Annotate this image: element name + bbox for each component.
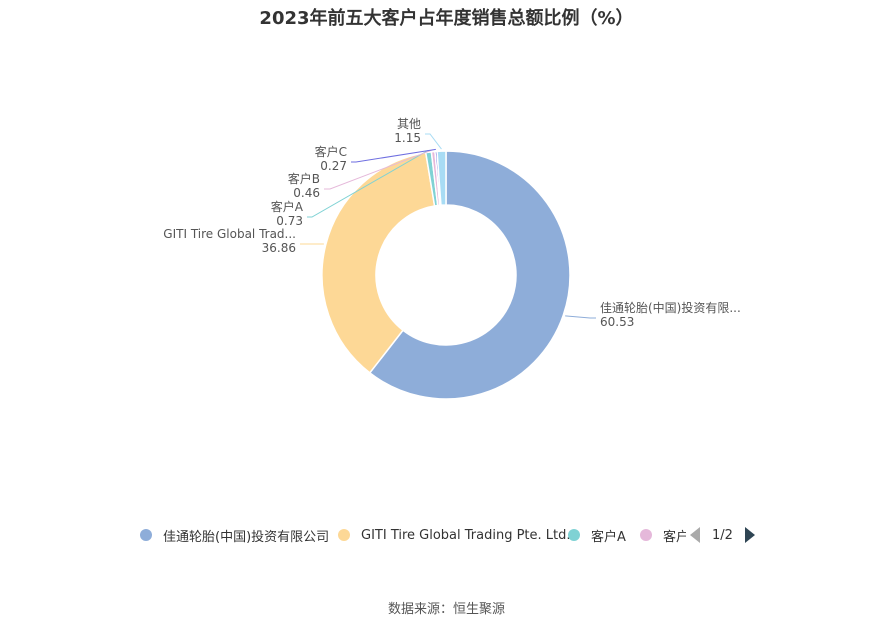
leader-line-4 (351, 148, 436, 163)
legend-page-indicator: 1/2 (712, 527, 733, 543)
leader-line-3 (324, 149, 434, 190)
legend-pager: 1/2 (690, 524, 755, 546)
legend-dot-0 (140, 529, 152, 541)
slice-label-5: 其他 (397, 117, 421, 131)
slice-value-5: 1.15 (394, 131, 421, 145)
legend-label-3: 客户B (663, 529, 686, 545)
slice-value-3: 0.46 (293, 186, 320, 200)
slice-value-1: 36.86 (262, 241, 296, 255)
slice-value-4: 0.27 (320, 159, 347, 173)
legend-item-2[interactable]: 客户A (568, 524, 626, 546)
data-source: 数据来源：恒生聚源 (387, 602, 505, 617)
legend-prev-icon[interactable] (690, 527, 700, 543)
legend-dot-3 (640, 529, 652, 541)
slice-value-0: 60.53 (600, 315, 634, 329)
slice-5[interactable] (436, 150, 447, 206)
slice-0[interactable] (368, 150, 571, 400)
legend-label-1: GITI Tire Global Trading Pte. Ltd. (361, 527, 571, 543)
legend-label-2: 客户A (591, 529, 626, 545)
slice-label-2: 客户A (271, 199, 304, 214)
legend-label-0: 佳通轮胎(中国)投资有限公司 (163, 529, 330, 545)
slice-value-2: 0.73 (276, 214, 303, 228)
leader-line-5 (425, 133, 442, 150)
legend-dot-2 (568, 529, 580, 541)
chart-title: 2023年前五大客户占年度销售总额比例（%） (259, 8, 634, 29)
slice-label-1: GITI Tire Global Trad... (163, 227, 296, 241)
leader-line-0 (565, 315, 596, 319)
legend-next-icon[interactable] (744, 527, 755, 543)
slice-1[interactable] (321, 151, 436, 374)
slice-label-4: 客户C (315, 144, 347, 159)
legend-item-3[interactable]: 客户B (640, 524, 686, 546)
legend-item-0[interactable]: 佳通轮胎(中国)投资有限公司 (140, 524, 329, 546)
slice-label-0: 佳通轮胎(中国)投资有限... (600, 300, 741, 315)
legend-item-1[interactable]: GITI Tire Global Trading Pte. Ltd. (338, 524, 571, 546)
legend-dot-1 (338, 529, 350, 541)
leader-line-2 (307, 149, 429, 218)
slice-label-3: 客户B (288, 171, 320, 186)
legend: 佳通轮胎(中国)投资有限公司 GITI Tire Global Trading … (0, 524, 893, 546)
